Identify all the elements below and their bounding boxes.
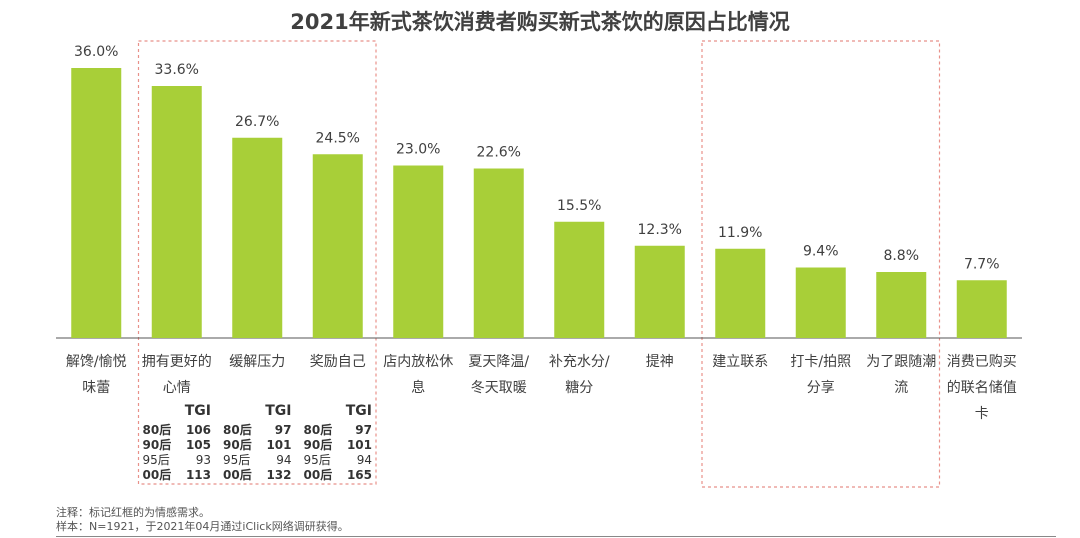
tgi-generation: 00后 xyxy=(303,468,333,482)
tgi-generation: 95后 xyxy=(223,453,251,467)
category-label-6-line-0: 补充水分/ xyxy=(549,354,610,370)
category-label-0-line-0: 解馋/愉悦 xyxy=(66,354,127,370)
data-label-2: 26.7% xyxy=(235,114,279,130)
category-label-11-line-2: 卡 xyxy=(975,406,989,422)
emotional-need-highlight-box xyxy=(137,40,377,485)
tgi-value: 132 xyxy=(266,468,292,482)
tgi-generation: 80后 xyxy=(142,423,172,437)
bar-8 xyxy=(715,248,766,338)
tgi-generation: 00后 xyxy=(223,468,252,482)
bar-0 xyxy=(71,68,122,338)
tgi-row: 80后 97 xyxy=(304,423,373,438)
tgi-table-0: TGI 80后 106 90后 105 95后 93 00后 113 xyxy=(143,403,212,483)
tgi-generation: 00后 xyxy=(142,468,172,482)
data-label-3: 24.5% xyxy=(316,130,360,146)
category-label-11-line-1: 的联名储值 xyxy=(947,380,1017,396)
category-label-11-line-0: 消费已购买 xyxy=(947,354,1017,370)
notes: 注释：标记红框的为情感需求。 样本：N=1921，于2021年04月通过iCli… xyxy=(56,506,349,534)
category-label-7-line-0: 提神 xyxy=(646,354,674,370)
category-label-6-line-1: 糖分 xyxy=(565,380,593,396)
category-label-9-line-0: 打卡/拍照 xyxy=(790,353,851,370)
category-label-9-line-1: 分享 xyxy=(807,379,835,396)
tgi-value: 97 xyxy=(274,423,292,437)
tgi-generation: 90后 xyxy=(142,438,172,452)
tgi-value: 93 xyxy=(195,453,211,467)
tgi-row: 00后 132 xyxy=(223,468,292,483)
tgi-generation: 80后 xyxy=(223,423,252,437)
tgi-value: 94 xyxy=(356,453,372,467)
category-label-10-line-0: 为了跟随潮 xyxy=(866,354,936,370)
tgi-header: TGI xyxy=(184,403,211,419)
category-label-4-line-0: 店内放松休 xyxy=(383,354,453,370)
category-label-3-line-0: 奖励自己 xyxy=(310,353,366,370)
category-label-10-line-1: 流 xyxy=(894,380,908,396)
bar-11 xyxy=(956,280,1007,338)
category-label-2-line-0: 缓解压力 xyxy=(229,354,285,370)
tgi-row: 00后 165 xyxy=(304,468,373,483)
tgi-table-2: TGI 80后 97 90后 101 95后 94 00后 165 xyxy=(304,403,373,483)
category-label-5-line-1: 冬天取暖 xyxy=(471,380,527,396)
category-label-4-line-1: 息 xyxy=(411,379,425,396)
note-sample: 样本：N=1921，于2021年04月通过iClick网络调研获得。 xyxy=(56,520,349,533)
data-label-5: 22.6% xyxy=(477,145,521,161)
data-label-7: 12.3% xyxy=(638,222,682,238)
tgi-row: 80后 97 xyxy=(223,423,292,438)
bar-6 xyxy=(554,221,605,338)
tgi-header: TGI xyxy=(345,403,372,419)
tgi-value: 101 xyxy=(266,438,292,452)
tgi-generation: 90后 xyxy=(223,438,252,452)
data-label-6: 15.5% xyxy=(557,198,601,214)
tgi-value: 94 xyxy=(276,453,292,467)
bar-1 xyxy=(151,86,202,338)
bar-9 xyxy=(795,267,846,338)
tgi-generation: 80后 xyxy=(303,423,333,437)
data-label-8: 11.9% xyxy=(718,225,762,241)
tgi-value: 106 xyxy=(185,423,211,437)
tgi-header: TGI xyxy=(265,403,292,419)
data-label-9: 9.4% xyxy=(803,244,839,260)
tgi-row: 90后 101 xyxy=(304,438,373,453)
tgi-row: 90后 105 xyxy=(143,438,212,453)
tgi-row: 80后 106 xyxy=(143,423,212,438)
tgi-value: 113 xyxy=(185,468,211,482)
bar-3 xyxy=(312,154,363,338)
category-label-5-line-0: 夏天降温/ xyxy=(468,354,529,370)
category-label-1-line-1: 心情 xyxy=(163,380,191,396)
tgi-value: 97 xyxy=(355,423,372,437)
tgi-value: 165 xyxy=(346,468,372,482)
category-label-1-line-0: 拥有更好的 xyxy=(142,354,212,370)
bar-10 xyxy=(876,272,927,338)
data-label-0: 36.0% xyxy=(74,44,118,60)
category-label-8-line-0: 建立联系 xyxy=(712,354,768,370)
tgi-row: 90后 101 xyxy=(223,438,292,453)
bar-2 xyxy=(232,137,283,338)
data-label-4: 23.0% xyxy=(396,142,440,158)
chart-title: 2021年新式茶饮消费者购买新式茶饮的原因占比情况 xyxy=(290,10,790,34)
tgi-row: 00后 113 xyxy=(143,468,212,483)
data-label-10: 8.8% xyxy=(883,248,919,264)
tgi-generation: 95后 xyxy=(303,453,331,467)
tgi-row: 95后 94 xyxy=(304,453,373,468)
note-remark: 注释：标记红框的为情感需求。 xyxy=(56,506,210,519)
tgi-generation: 90后 xyxy=(303,438,333,452)
data-label-11: 7.7% xyxy=(964,256,1000,272)
category-label-0-line-1: 味蕾 xyxy=(82,380,110,396)
tgi-table-1: TGI 80后 97 90后 101 95后 94 00后 132 xyxy=(223,403,292,483)
tgi-generation: 95后 xyxy=(142,453,170,467)
tgi-value: 101 xyxy=(346,438,372,452)
bar-4 xyxy=(393,165,444,338)
tgi-row: 95后 94 xyxy=(223,453,292,468)
data-label-1: 33.6% xyxy=(155,62,199,78)
tgi-value: 105 xyxy=(185,438,211,452)
footer-divider xyxy=(56,536,1056,537)
bar-7 xyxy=(634,245,685,338)
tgi-row: 95后 93 xyxy=(143,453,212,468)
bar-5 xyxy=(473,168,524,338)
